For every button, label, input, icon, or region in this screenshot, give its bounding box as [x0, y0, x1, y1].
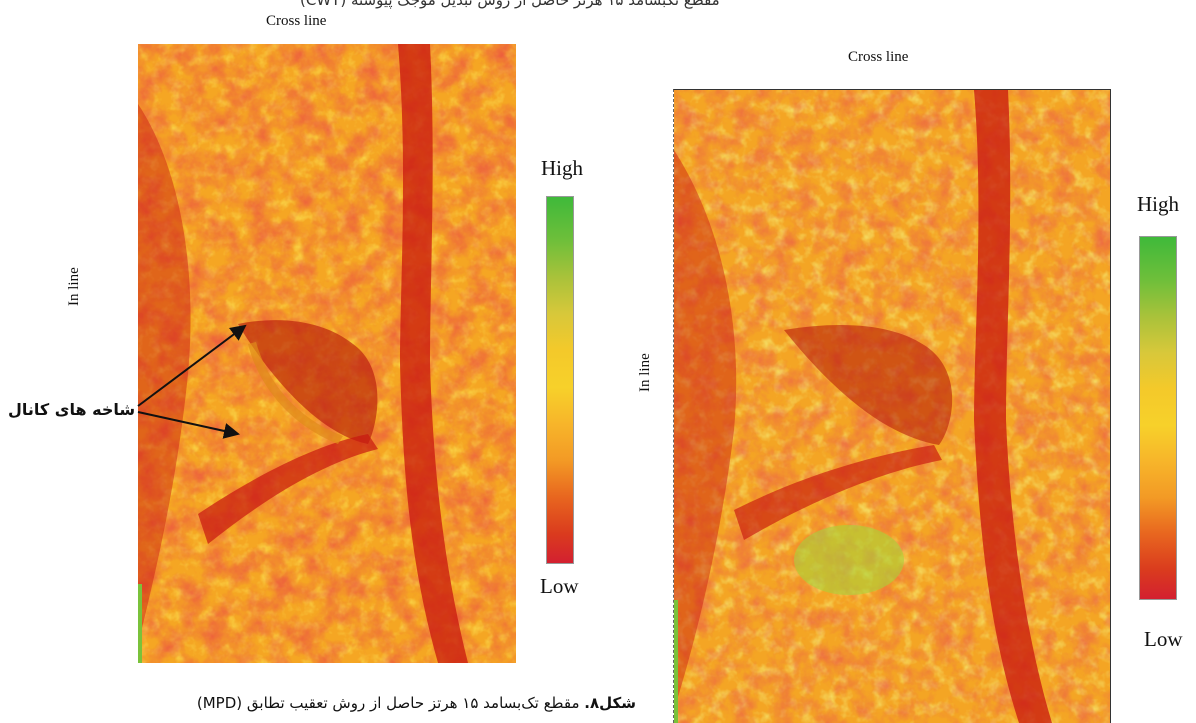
right-seismic-svg — [674, 90, 1110, 723]
top-cropped-text: مقطع تکبسامد ۱۵ هرتز حاصل از روش تبدیل م… — [300, 0, 720, 9]
right-low-label: Low — [1144, 627, 1183, 651]
annotation-arrows — [137, 324, 247, 439]
right-inline-label: In line — [637, 353, 653, 392]
right-colorbar — [1139, 236, 1177, 600]
left-high-label: High — [541, 156, 583, 180]
left-low-label: Low — [540, 574, 579, 598]
left-inline-label: In line — [66, 267, 82, 306]
caption-prefix: شکل۸. — [584, 694, 636, 712]
arrow-upper — [137, 324, 247, 407]
left-colorbar — [546, 196, 574, 564]
caption-text: مقطع تک‌بسامد ۱۵ هرتز حاصل از روش تعقیب … — [196, 694, 585, 712]
right-seismic-map — [673, 89, 1111, 723]
right-high-label: High — [1137, 192, 1179, 216]
channel-branches-annotation: شاخه های کانال — [8, 400, 136, 419]
right-crossline-label: Cross line — [848, 49, 909, 65]
figure-caption: شکل۸. مقطع تک‌بسامد ۱۵ هرتز حاصل از روش … — [76, 694, 636, 712]
left-seismic-map — [138, 44, 516, 663]
arrow-lower — [137, 411, 240, 439]
left-crossline-label: Cross line — [266, 13, 327, 29]
left-seismic-svg — [138, 44, 516, 663]
